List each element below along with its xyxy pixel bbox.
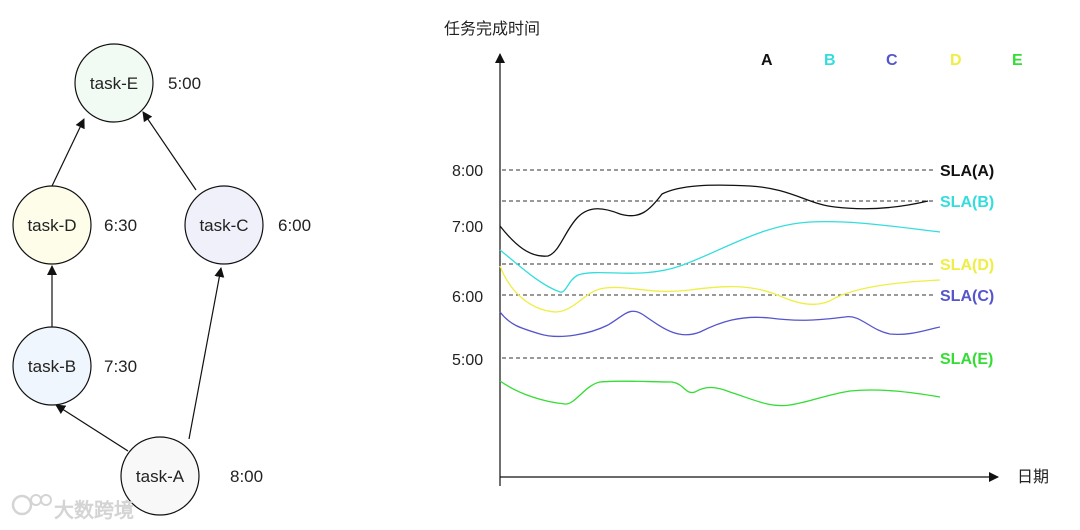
y-tick-7:00: 7:00 <box>452 219 483 236</box>
series-B-line <box>499 220 941 293</box>
node-task-A-label: task-A <box>136 467 185 486</box>
legend-E: E <box>1012 52 1023 69</box>
series-A-line <box>499 184 929 257</box>
y-tick-8:00: 8:00 <box>452 163 483 180</box>
sla-label-E: SLA(E) <box>940 351 993 368</box>
logo-icon <box>11 494 52 516</box>
series-C-line <box>499 310 941 337</box>
watermark-text: 大数跨境 <box>54 498 134 522</box>
legend-B: B <box>824 52 836 69</box>
sla-label-A: SLA(A) <box>940 163 994 180</box>
node-task-D-time: 6:30 <box>104 216 137 235</box>
sla-label-C: SLA(C) <box>940 288 994 305</box>
sla-label-D: SLA(D) <box>940 257 994 274</box>
legend-A: A <box>761 52 773 69</box>
legend-D: D <box>950 52 962 69</box>
node-task-C-time: 6:00 <box>278 216 311 235</box>
node-task-C-circle <box>184 185 264 265</box>
x-axis-label: 日期 <box>1017 467 1049 486</box>
node-task-D-circle <box>12 185 92 265</box>
node-task-A: task-A 8:00 <box>120 436 263 516</box>
edge-task-C-task-E <box>142 111 197 191</box>
edge-task-A-task-C <box>188 267 225 440</box>
node-task-B-time: 7:30 <box>104 357 137 376</box>
y-tick-5:00: 5:00 <box>452 352 483 369</box>
node-task-B-label: task-B <box>28 357 76 376</box>
node-task-B-circle <box>12 326 92 406</box>
series-D-line <box>499 265 941 313</box>
y-axis-label: 任务完成时间 <box>444 19 540 38</box>
sla-label-B: SLA(B) <box>940 194 994 211</box>
legend-C: C <box>886 52 898 69</box>
edge-task-A-task-B <box>55 404 129 452</box>
y-tick-6:00: 6:00 <box>452 289 483 306</box>
edge-task-D-task-E <box>51 118 85 187</box>
node-task-D: task-D 6:30 <box>12 185 137 265</box>
node-task-C: task-C 6:00 <box>184 185 311 265</box>
node-task-A-time: 8:00 <box>230 467 263 486</box>
node-task-B: task-B 7:30 <box>12 326 137 406</box>
node-task-C-label: task-C <box>199 216 248 235</box>
completion-time-chart: 任务完成时间 日期 8:00 7:00 6:00 5:00 SLA(A) SLA… <box>444 19 1049 486</box>
node-task-E-time: 5:00 <box>168 74 201 93</box>
dag-diagram: task-E 5:00 task-D 6:30 task-C 6:00 task… <box>12 43 311 516</box>
node-task-E-label: task-E <box>90 74 138 93</box>
node-task-D-label: task-D <box>27 216 76 235</box>
node-task-E: task-E 5:00 <box>74 43 201 123</box>
node-task-E-circle <box>74 43 154 123</box>
watermark: 大数跨境 <box>11 494 134 522</box>
node-task-A-circle <box>120 436 200 516</box>
series-E-line <box>499 380 941 407</box>
legend: A B C D E <box>761 52 1023 69</box>
